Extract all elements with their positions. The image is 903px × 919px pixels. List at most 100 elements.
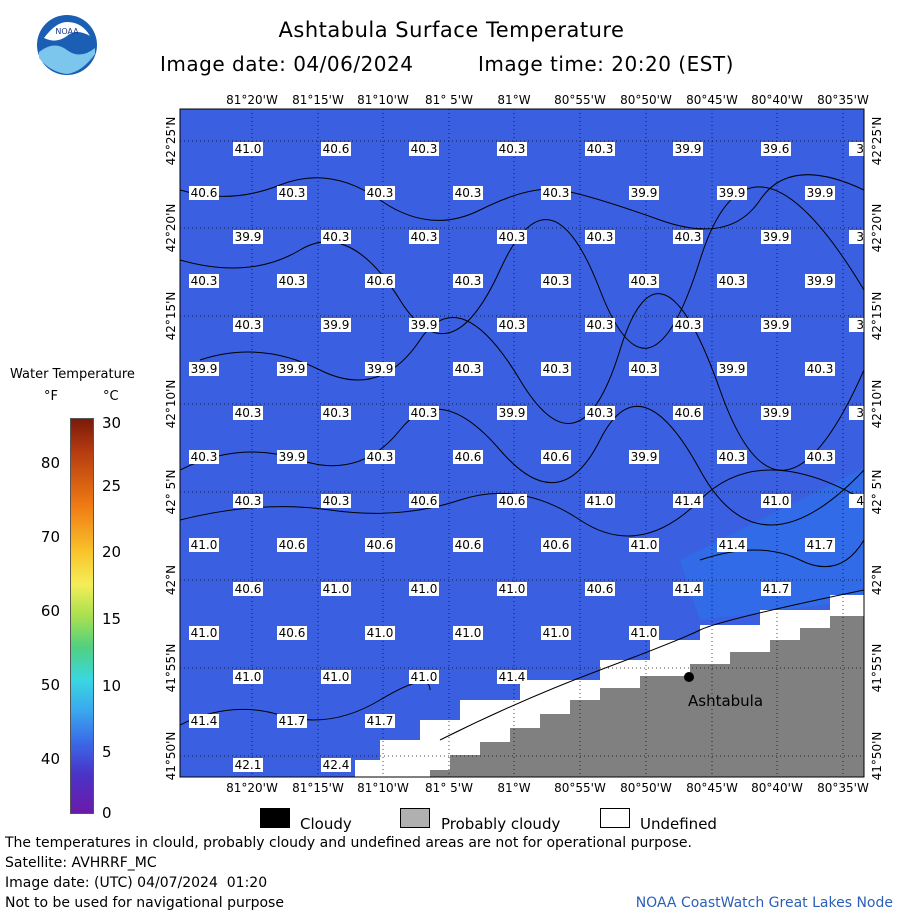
temperature-label-bg	[849, 406, 864, 420]
image-date-label: Image date: 04/06/2024	[160, 52, 414, 76]
temperature-label: 40.3	[807, 450, 834, 464]
temperature-label-bg	[321, 230, 351, 244]
temperature-label: 40.6	[279, 538, 306, 552]
cloudy-swatch	[260, 808, 290, 828]
temperature-label-bg	[541, 626, 571, 640]
longitude-label: 81°20'W	[226, 781, 278, 795]
temperature-label-bg	[541, 538, 571, 552]
temperature-label: 39.9	[279, 362, 306, 376]
latitude-label: 42°N	[870, 565, 884, 595]
temperature-label: 40.6	[279, 626, 306, 640]
warm-water-band	[680, 468, 864, 620]
longitude-label: 80°45'W	[686, 781, 738, 795]
probably-cloudy-label: Probably cloudy	[441, 815, 561, 833]
longitude-label: 80°55'W	[554, 781, 606, 795]
temperature-label: 40.6	[587, 582, 614, 596]
longitude-label: 80°40'W	[751, 781, 803, 795]
temperature-label: 40.3	[279, 186, 306, 200]
temperature-label-bg	[717, 362, 747, 376]
temperature-label: 40.3	[367, 186, 394, 200]
land-area	[430, 616, 864, 777]
temperature-label-bg	[189, 362, 219, 376]
latitude-label: 42°15'N	[870, 292, 884, 341]
temperature-label-bg	[189, 274, 219, 288]
temperature-label: 40.3	[455, 362, 482, 376]
temperature-label-bg	[497, 318, 527, 332]
longitude-label: 81°10'W	[357, 93, 409, 107]
temperature-label-bg	[673, 230, 703, 244]
map-frame	[179, 108, 865, 778]
graticule	[180, 109, 864, 777]
longitude-label: 81° 5'W	[425, 781, 473, 795]
temperature-label-bg	[321, 406, 351, 420]
temperature-label: 39.9	[763, 406, 790, 420]
temperature-label: 41.0	[191, 538, 218, 552]
isotherm-line	[180, 469, 864, 537]
f-tick: 50	[40, 676, 60, 694]
temperature-label-bg	[761, 494, 791, 508]
temperature-label: 40.3	[675, 318, 702, 332]
temperature-label-bg	[233, 670, 263, 684]
temperature-label-bg	[629, 274, 659, 288]
temperature-label: 40.3	[411, 142, 438, 156]
longitude-label: 81°15'W	[292, 93, 344, 107]
temperature-label: 40.3	[587, 318, 614, 332]
temperature-label-bg	[585, 494, 615, 508]
latitude-labels-left: 42°25'N 42°20'N 42°15'N 42°10'N 42° 5'N 42°N 4…	[164, 117, 178, 781]
temperature-label: 40.3	[807, 362, 834, 376]
isotherm-line	[199, 293, 864, 471]
longitude-label: 81°W	[497, 781, 530, 795]
longitude-label: 80°50'W	[620, 781, 672, 795]
temperature-label-bg	[409, 230, 439, 244]
temperature-label-bg	[409, 406, 439, 420]
temperature-label: 39.9	[763, 318, 790, 332]
temperature-label-bg	[189, 626, 219, 640]
c-tick: 5	[102, 743, 112, 761]
temperature-label-bg	[761, 318, 791, 332]
temperature-label: 40.3	[411, 230, 438, 244]
temperature-label-bg	[717, 186, 747, 200]
temperature-label: 41.0	[631, 626, 658, 640]
temperature-label-bg	[673, 582, 703, 596]
temperature-label-bg	[673, 406, 703, 420]
temperature-label-bg	[277, 362, 307, 376]
longitude-label: 80°35'W	[817, 93, 869, 107]
temperature-label-bg	[497, 582, 527, 596]
f-tick: 80	[40, 454, 60, 472]
latitude-label: 41°50'N	[164, 732, 178, 781]
latitude-label: 41°55'N	[870, 644, 884, 693]
temperature-label: 40.6	[675, 406, 702, 420]
temperature-label-bg	[277, 450, 307, 464]
latitude-label: 42° 5'N	[164, 470, 178, 515]
temperature-label: 42.1	[235, 758, 262, 772]
temperature-label: 40.3	[367, 450, 394, 464]
temperature-label-bg	[497, 670, 527, 684]
temperature-label: 41.0	[763, 494, 790, 508]
temperature-label: 39.9	[631, 450, 658, 464]
temperature-label-bg	[585, 582, 615, 596]
temperature-label-bg	[585, 230, 615, 244]
temperature-label-bg	[453, 186, 483, 200]
temperature-label-bg	[365, 186, 395, 200]
temperature-label-bg	[365, 450, 395, 464]
temperature-label: 42.4	[323, 758, 350, 772]
temperature-label-bg	[189, 450, 219, 464]
temperature-label-bg	[233, 318, 263, 332]
operational-note: The temperatures in clould, probably clo…	[5, 835, 692, 851]
isotherm-line	[180, 186, 864, 349]
temperature-label-bg	[321, 582, 351, 596]
temperature-label: 40.3	[235, 406, 262, 420]
latitude-label: 42°20'N	[870, 204, 884, 253]
legend-title: Water Temperature	[10, 367, 135, 382]
temperature-label: 40.3	[323, 494, 350, 508]
temperature-label-bg	[629, 538, 659, 552]
temperature-label: 40.3	[543, 274, 570, 288]
temperature-label: 39.9	[411, 318, 438, 332]
temperature-label: 40.3	[719, 450, 746, 464]
temperature-label-bg	[849, 230, 864, 244]
temperature-label: 41.0	[499, 582, 526, 596]
longitude-label: 81°20'W	[226, 93, 278, 107]
latitude-label: 42°25'N	[164, 117, 178, 166]
temperature-label-bg	[629, 186, 659, 200]
temperature-label: 41.0	[323, 582, 350, 596]
